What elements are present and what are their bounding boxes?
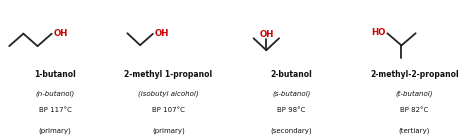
Text: (primary): (primary) — [39, 127, 72, 134]
Text: 2-methyl-2-propanol: 2-methyl-2-propanol — [370, 70, 458, 79]
Text: 2-methyl 1-propanol: 2-methyl 1-propanol — [124, 70, 212, 79]
Text: 2-butanol: 2-butanol — [271, 70, 312, 79]
Text: (t-butanol): (t-butanol) — [395, 90, 433, 97]
Text: BP 107°C: BP 107°C — [152, 107, 185, 113]
Text: OH: OH — [259, 30, 273, 39]
Text: (isobutyl alcohol): (isobutyl alcohol) — [138, 90, 199, 97]
Text: BP 117°C: BP 117°C — [38, 107, 72, 113]
Text: (primary): (primary) — [152, 127, 185, 134]
Text: BP 98°C: BP 98°C — [277, 107, 306, 113]
Text: BP 82°C: BP 82°C — [400, 107, 428, 113]
Text: (tertiary): (tertiary) — [399, 127, 430, 134]
Text: (secondary): (secondary) — [271, 127, 312, 134]
Text: 1-butanol: 1-butanol — [34, 70, 76, 79]
Text: (s-butanol): (s-butanol) — [272, 90, 310, 97]
Text: OH: OH — [155, 29, 169, 38]
Text: HO: HO — [372, 28, 386, 37]
Text: OH: OH — [54, 29, 68, 38]
Text: (n-butanol): (n-butanol) — [36, 90, 75, 97]
